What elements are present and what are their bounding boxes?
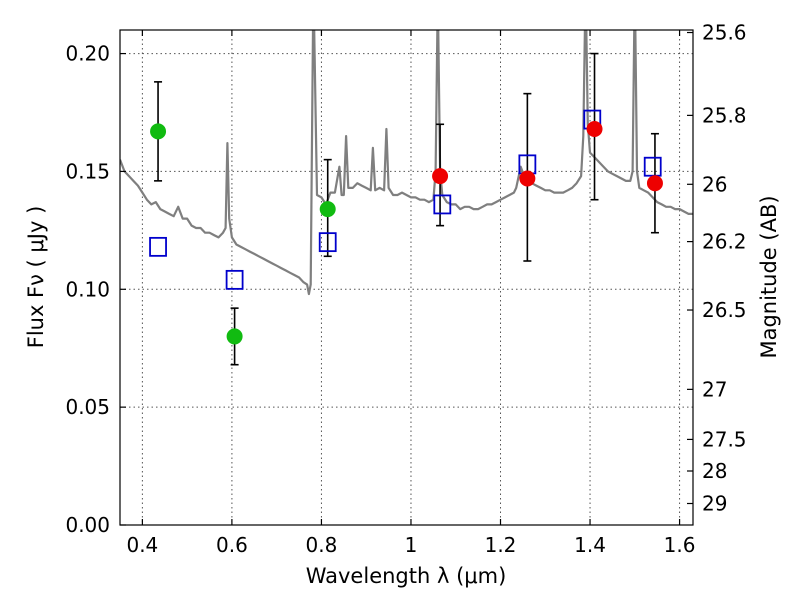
x-tick-label: 1.6 bbox=[664, 533, 696, 557]
y-right-tick-label: 26.2 bbox=[702, 230, 747, 254]
green-data-point bbox=[150, 123, 167, 140]
y-right-tick-label: 29 bbox=[702, 492, 727, 516]
red-data-point bbox=[646, 175, 663, 192]
y-right-tick-label: 27 bbox=[702, 377, 727, 401]
y-right-tick-label: 26.5 bbox=[702, 298, 747, 322]
plot-frame bbox=[119, 29, 694, 526]
x-tick-label: 0.4 bbox=[126, 533, 158, 557]
y-tick-label: 0.15 bbox=[65, 159, 110, 183]
green-data-point bbox=[319, 201, 336, 218]
x-tick-label: 1 bbox=[405, 533, 418, 557]
y-axis-label: Flux Fν ( μJy ) bbox=[24, 206, 48, 349]
red-data-point bbox=[519, 170, 536, 187]
y-right-tick-label: 28 bbox=[702, 459, 727, 483]
y-right-axis-label: Magnitude (AB) bbox=[757, 195, 781, 358]
y-tick-label: 0.05 bbox=[65, 395, 110, 419]
model-spectrum-line bbox=[120, 30, 693, 296]
y-right-tick-label: 25.8 bbox=[702, 103, 747, 127]
x-tick-label: 1.2 bbox=[485, 533, 517, 557]
red-data-point bbox=[432, 168, 449, 185]
x-tick-label: 0.6 bbox=[216, 533, 248, 557]
model-spectrum-layer bbox=[120, 30, 693, 296]
y-tick-label: 0.00 bbox=[65, 513, 110, 537]
green-data-point bbox=[226, 328, 243, 345]
tick-labels: 0.4 0.6 0.8 1 1.2 1.4 1.6 0.00 0.05 0.10 0.15 0.20 2… bbox=[65, 21, 746, 557]
model-square bbox=[149, 236, 167, 257]
x-tick-label: 0.8 bbox=[306, 533, 338, 557]
y-tick-label: 0.20 bbox=[65, 42, 110, 66]
model-square bbox=[433, 194, 452, 215]
model-square bbox=[318, 232, 337, 253]
data-point-layer bbox=[150, 121, 663, 345]
y-right-tick-label: 26 bbox=[702, 172, 727, 196]
red-data-point bbox=[586, 121, 603, 137]
y-right-tick-label: 25.6 bbox=[702, 21, 747, 45]
x-tick-label: 1.4 bbox=[574, 533, 606, 557]
axis-ticks bbox=[120, 30, 693, 526]
y-right-tick-label: 27.5 bbox=[702, 427, 747, 451]
model-square bbox=[643, 156, 662, 177]
model-square bbox=[225, 269, 244, 290]
x-axis-label: Wavelength λ (μm) bbox=[306, 564, 507, 588]
y-tick-label: 0.10 bbox=[65, 277, 110, 301]
grid-lines bbox=[120, 30, 693, 525]
